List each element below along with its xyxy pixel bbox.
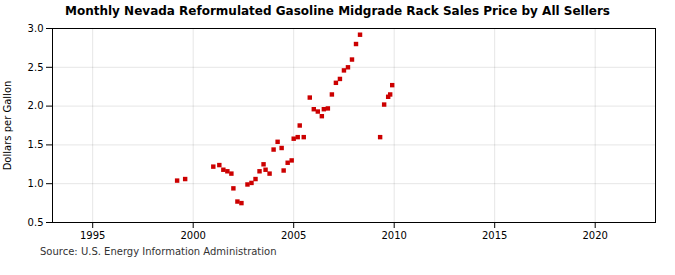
svg-text:2015: 2015: [482, 230, 507, 241]
svg-text:2010: 2010: [381, 230, 406, 241]
html-text:Source: U.S. Energy Informatio: Source: U.S. Energy Information Administ…: [40, 246, 277, 257]
svg-text:0.5: 0.5: [28, 217, 44, 228]
html-text:Monthly Nevada Reformulated Ga: Monthly Nevada Reformulated Gasoline Mid…: [65, 4, 610, 18]
svg-text:2000: 2000: [180, 230, 205, 241]
svg-text:1.0: 1.0: [28, 178, 44, 189]
svg-text:3.0: 3.0: [28, 23, 44, 34]
svg-text:Dollars per Gallon: Dollars per Gallon: [2, 81, 13, 171]
svg-text:1.5: 1.5: [28, 139, 44, 150]
svg-text:1995: 1995: [80, 230, 105, 241]
svg-text:2005: 2005: [281, 230, 306, 241]
svg-text:2.0: 2.0: [28, 100, 44, 111]
svg-text:2.5: 2.5: [28, 62, 44, 73]
svg-text:2020: 2020: [582, 230, 607, 241]
